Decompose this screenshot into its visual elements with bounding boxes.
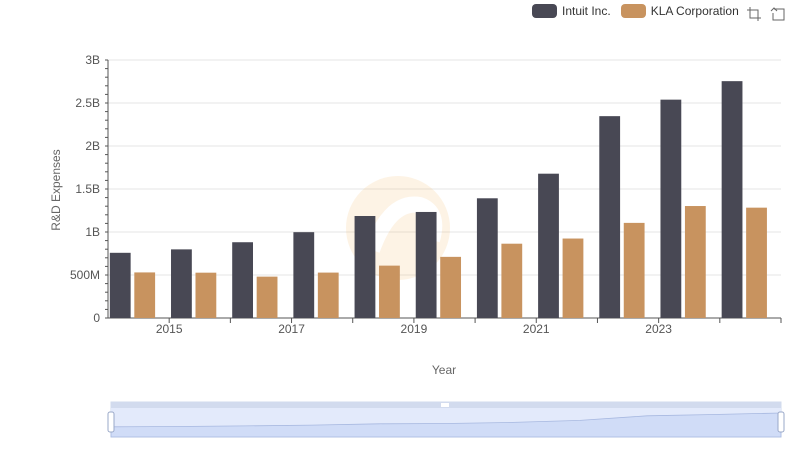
- y-axis-title: R&D Expenses: [49, 149, 63, 230]
- y-tick-label: 1.5B: [75, 182, 100, 196]
- x-axis-title: Year: [432, 363, 456, 377]
- slider-handle-right[interactable]: [777, 411, 785, 433]
- bar-intuit-2023[interactable]: [660, 99, 682, 318]
- y-tick-label: 1B: [85, 225, 100, 239]
- datazoom-slider[interactable]: [107, 401, 785, 438]
- bar-intuit-2015[interactable]: [171, 249, 192, 318]
- bar-intuit-2020[interactable]: [476, 198, 498, 318]
- bar-intuit-2021[interactable]: [538, 173, 559, 318]
- bar-intuit-2024[interactable]: [721, 81, 743, 318]
- zoom-icon[interactable]: [746, 6, 762, 22]
- x-tick-label: 2023: [645, 322, 672, 336]
- x-tick-label: 2019: [401, 322, 428, 336]
- bar-kla-2017[interactable]: [317, 272, 339, 318]
- bar-kla-2018[interactable]: [379, 265, 400, 318]
- bar-intuit-2022[interactable]: [599, 116, 621, 319]
- legend-item-intuit[interactable]: Intuit Inc.: [532, 4, 611, 18]
- bar-intuit-2019[interactable]: [415, 211, 437, 318]
- toolbox: [746, 6, 786, 22]
- slider-move-handle[interactable]: [441, 403, 449, 407]
- legend-swatch-kla: [620, 4, 646, 18]
- legend-label-kla: KLA Corporation: [650, 4, 739, 18]
- bar-kla-2015[interactable]: [195, 272, 217, 318]
- legend-label-intuit: Intuit Inc.: [562, 4, 611, 18]
- gridlines: [108, 59, 781, 319]
- slider-handle-left[interactable]: [107, 411, 115, 433]
- x-tick-label: 2017: [278, 322, 305, 336]
- bar-intuit-2018[interactable]: [354, 216, 376, 318]
- x-axis: 2015 2017 2019 2021 2023: [108, 317, 782, 336]
- bar-kla-2022[interactable]: [623, 222, 645, 318]
- bar-kla-2024[interactable]: [746, 207, 767, 318]
- y-tick-label: 500M: [70, 268, 100, 282]
- bar-kla-2014[interactable]: [134, 272, 156, 318]
- bar-kla-2016[interactable]: [256, 276, 278, 318]
- y-tick-label: 0: [93, 311, 100, 325]
- y-tick-label: 2B: [85, 139, 100, 153]
- x-tick-label: 2015: [156, 322, 183, 336]
- legend-swatch-intuit: [532, 4, 557, 18]
- y-axis: 0 500M 1B 1.5B 2B 2.5B 3B: [70, 53, 109, 325]
- slider-preview-line: [110, 412, 782, 438]
- bar-kla-2020[interactable]: [501, 243, 523, 318]
- bar-kla-2019[interactable]: [440, 256, 462, 318]
- legend-item-kla[interactable]: KLA Corporation: [620, 4, 739, 18]
- bar-intuit-2017[interactable]: [293, 232, 315, 318]
- y-tick-label: 2.5B: [75, 96, 100, 110]
- x-tick-label: 2021: [523, 322, 550, 336]
- restore-icon[interactable]: [770, 6, 786, 22]
- bar-kla-2021[interactable]: [562, 238, 584, 318]
- y-tick-label: 3B: [85, 53, 100, 67]
- bar-intuit-2016[interactable]: [232, 242, 254, 318]
- bars: [109, 81, 767, 319]
- bar-intuit-2014[interactable]: [109, 252, 131, 318]
- bar-kla-2023[interactable]: [684, 206, 706, 318]
- legend: Intuit Inc. KLA Corporation: [532, 4, 739, 18]
